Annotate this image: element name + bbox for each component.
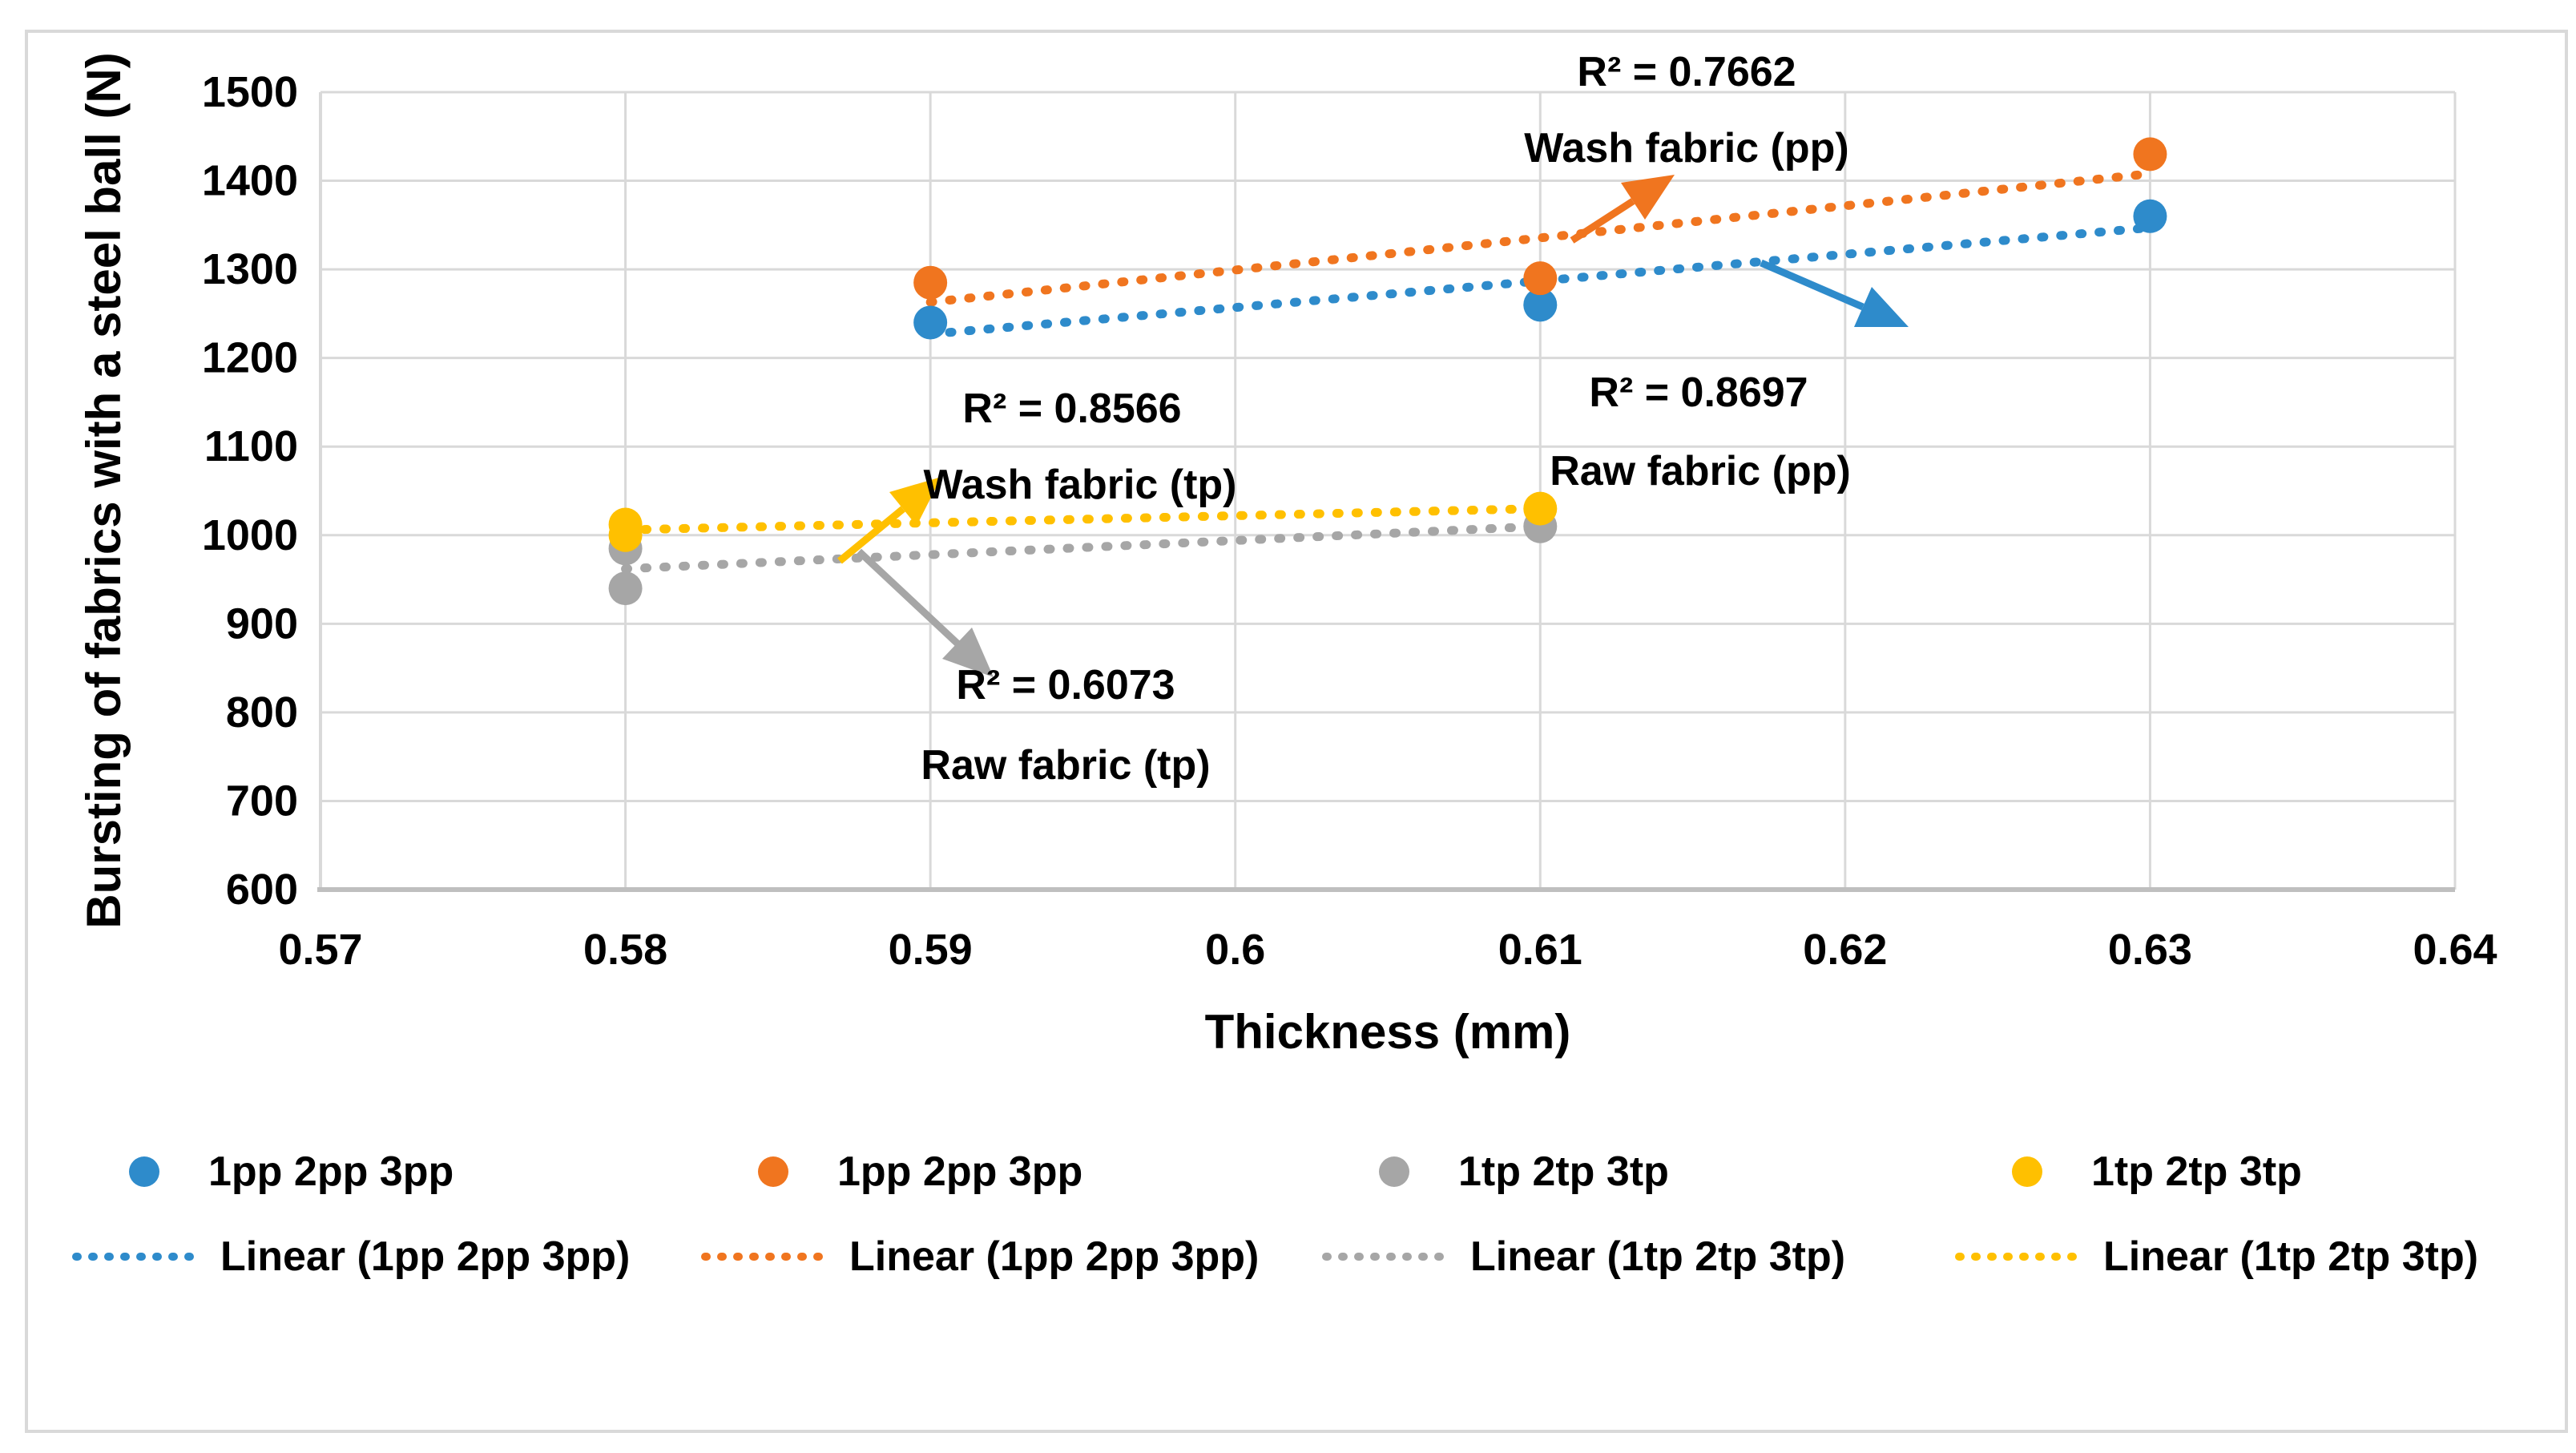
legend-marker-dot bbox=[129, 1156, 159, 1187]
legend: 1pp 2pp 3pp Linear (1pp 2pp 3pp) 1pp 2pp 3… bbox=[72, 1148, 2478, 1280]
annotation-wash-pp-label: Wash fabric (pp) bbox=[1524, 125, 1848, 172]
raw-tp-arrow bbox=[856, 548, 994, 677]
annotation-raw-tp-label: Raw fabric (tp) bbox=[921, 742, 1210, 789]
data-point bbox=[608, 507, 643, 542]
data-points bbox=[608, 137, 2167, 606]
y-tick-label: 600 bbox=[226, 866, 298, 914]
legend-label-linear: Linear (1tp 2tp 3tp) bbox=[2103, 1233, 2478, 1280]
raw-pp-arrow bbox=[1760, 259, 1909, 327]
data-point bbox=[913, 305, 948, 340]
x-axis-tick-labels: 0.57 0.58 0.59 0.6 0.61 0.62 0.63 0.64 bbox=[278, 926, 2497, 974]
wash-tp-arrow bbox=[837, 477, 941, 564]
legend-label: 1tp 2tp 3tp bbox=[1458, 1148, 1669, 1195]
y-tick-label: 1300 bbox=[202, 245, 298, 293]
x-tick-label: 0.59 bbox=[889, 926, 973, 974]
legend-marker-dot bbox=[2012, 1156, 2042, 1187]
legend-label-linear: Linear (1pp 2pp 3pp) bbox=[220, 1233, 630, 1280]
wash-pp-arrow bbox=[1570, 175, 1675, 244]
y-axis-title: Bursting of fabrics with a steel ball (N… bbox=[77, 52, 131, 928]
annotation-raw-pp-r2: R² = 0.8697 bbox=[1589, 369, 1808, 416]
data-point bbox=[1523, 288, 1558, 322]
data-point bbox=[1523, 491, 1558, 526]
y-axis-tick-labels: 1500 1400 1300 1200 1100 1000 900 800 700 600 bbox=[202, 68, 298, 914]
x-tick-label: 0.6 bbox=[1205, 926, 1265, 974]
legend-label-linear: Linear (1tp 2tp 3tp) bbox=[1470, 1233, 1845, 1280]
trendline bbox=[621, 504, 1545, 535]
y-tick-label: 700 bbox=[226, 777, 298, 825]
legend-label-linear: Linear (1pp 2pp 3pp) bbox=[849, 1233, 1259, 1280]
y-tick-label: 1000 bbox=[202, 511, 298, 559]
legend-marker-dot bbox=[1379, 1156, 1409, 1187]
y-tick-label: 800 bbox=[226, 688, 298, 737]
data-point bbox=[1523, 261, 1558, 296]
annotation-raw-tp-r2: R² = 0.6073 bbox=[956, 662, 1175, 708]
data-point bbox=[2133, 137, 2167, 172]
y-tick-label: 1100 bbox=[204, 422, 298, 470]
legend-marker-dot bbox=[758, 1156, 788, 1187]
figure-border bbox=[25, 30, 2568, 1433]
annotation-wash-tp-label: Wash fabric (tp) bbox=[924, 462, 1237, 508]
y-tick-label: 900 bbox=[226, 599, 298, 648]
y-tick-label: 1200 bbox=[202, 334, 298, 382]
trendline bbox=[621, 522, 1545, 574]
legend-label: 1pp 2pp 3pp bbox=[208, 1148, 454, 1195]
data-point bbox=[913, 265, 948, 300]
legend-label: 1tp 2tp 3tp bbox=[2091, 1148, 2302, 1195]
data-point bbox=[608, 571, 643, 606]
x-tick-label: 0.61 bbox=[1498, 926, 1582, 974]
trendline bbox=[925, 169, 2155, 307]
axis-lines bbox=[317, 92, 2455, 892]
x-tick-label: 0.62 bbox=[1803, 926, 1887, 974]
annotation-wash-pp-r2: R² = 0.7662 bbox=[1577, 49, 1796, 95]
x-tick-label: 0.63 bbox=[2108, 926, 2192, 974]
x-tick-label: 0.57 bbox=[278, 926, 362, 974]
y-tick-label: 1400 bbox=[202, 157, 298, 205]
x-tick-label: 0.58 bbox=[583, 926, 667, 974]
legend-label: 1pp 2pp 3pp bbox=[837, 1148, 1082, 1195]
y-tick-label: 1500 bbox=[202, 68, 298, 116]
data-point bbox=[2133, 199, 2167, 233]
x-tick-label: 0.64 bbox=[2413, 926, 2497, 974]
annotation-wash-tp-r2: R² = 0.8566 bbox=[962, 385, 1181, 432]
annotation-raw-pp-label: Raw fabric (pp) bbox=[1550, 448, 1851, 494]
x-axis-title: Thickness (mm) bbox=[1205, 1005, 1571, 1059]
